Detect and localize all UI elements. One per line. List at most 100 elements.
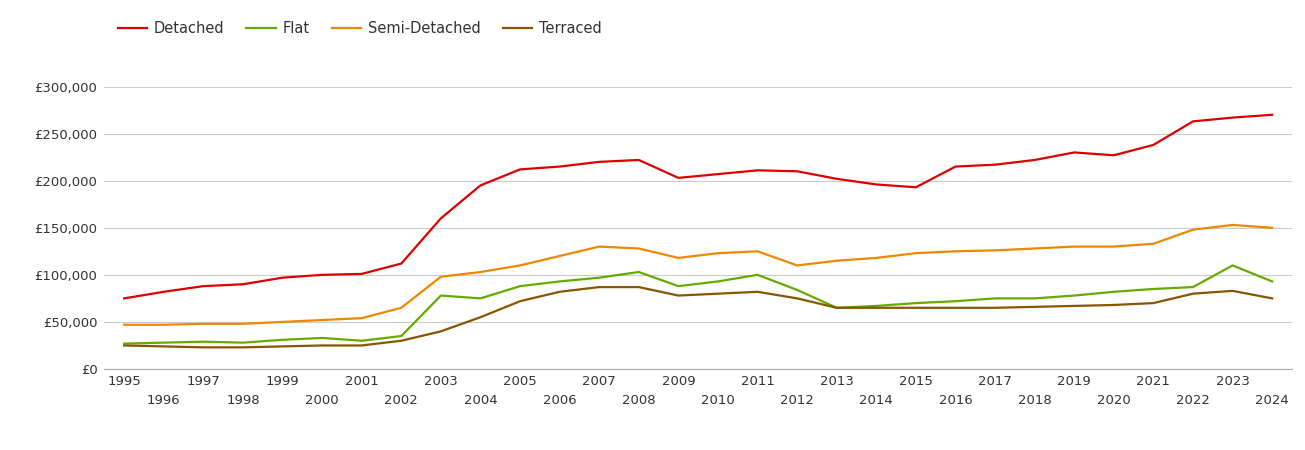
- Flat: [1185, 284, 1201, 290]
- Flat: [988, 296, 1004, 301]
- Line: Semi-Detached: Semi-Detached: [124, 225, 1272, 325]
- Terraced: [947, 305, 963, 310]
- Flat: [354, 338, 369, 343]
- Detached: [868, 182, 883, 187]
- Flat: [1105, 289, 1121, 294]
- Detached: [315, 272, 330, 278]
- Detached: [354, 271, 369, 277]
- Semi-Detached: [275, 319, 291, 324]
- Semi-Detached: [1185, 227, 1201, 232]
- Semi-Detached: [315, 317, 330, 323]
- Detached: [393, 261, 408, 266]
- Detached: [749, 168, 765, 173]
- Detached: [433, 216, 449, 221]
- Flat: [908, 301, 924, 306]
- Semi-Detached: [1265, 225, 1280, 230]
- Detached: [116, 296, 132, 301]
- Semi-Detached: [433, 274, 449, 279]
- Flat: [1265, 279, 1280, 284]
- Terraced: [1105, 302, 1121, 308]
- Detached: [829, 176, 844, 181]
- Terraced: [790, 296, 805, 301]
- Detached: [275, 275, 291, 280]
- Semi-Detached: [393, 305, 408, 310]
- Flat: [196, 339, 211, 344]
- Detached: [552, 164, 568, 169]
- Semi-Detached: [1224, 222, 1240, 228]
- Terraced: [512, 298, 527, 304]
- Terraced: [908, 305, 924, 310]
- Flat: [632, 269, 647, 274]
- Terraced: [433, 328, 449, 334]
- Flat: [512, 284, 527, 289]
- Flat: [315, 335, 330, 341]
- Flat: [790, 287, 805, 292]
- Terraced: [315, 343, 330, 348]
- Flat: [472, 296, 488, 301]
- Semi-Detached: [1027, 246, 1043, 251]
- Semi-Detached: [671, 255, 686, 261]
- Terraced: [1185, 291, 1201, 297]
- Semi-Detached: [868, 255, 883, 261]
- Line: Flat: Flat: [124, 266, 1272, 344]
- Detached: [947, 164, 963, 169]
- Semi-Detached: [710, 251, 726, 256]
- Terraced: [868, 305, 883, 310]
- Terraced: [1027, 304, 1043, 310]
- Detached: [196, 284, 211, 289]
- Detached: [1105, 153, 1121, 158]
- Flat: [116, 341, 132, 346]
- Flat: [1224, 263, 1240, 268]
- Detached: [155, 289, 171, 294]
- Terraced: [1066, 303, 1082, 309]
- Semi-Detached: [155, 322, 171, 328]
- Semi-Detached: [908, 251, 924, 256]
- Terraced: [1224, 288, 1240, 293]
- Terraced: [393, 338, 408, 343]
- Detached: [710, 171, 726, 177]
- Detached: [908, 184, 924, 190]
- Detached: [591, 159, 607, 165]
- Terraced: [591, 284, 607, 290]
- Line: Detached: Detached: [124, 115, 1272, 298]
- Flat: [155, 340, 171, 345]
- Semi-Detached: [472, 269, 488, 274]
- Terraced: [354, 343, 369, 348]
- Semi-Detached: [947, 248, 963, 254]
- Flat: [235, 340, 251, 345]
- Terraced: [710, 291, 726, 297]
- Terraced: [1146, 301, 1161, 306]
- Terraced: [155, 344, 171, 349]
- Semi-Detached: [235, 321, 251, 327]
- Flat: [1146, 286, 1161, 292]
- Flat: [868, 303, 883, 309]
- Flat: [552, 279, 568, 284]
- Flat: [433, 293, 449, 298]
- Flat: [829, 305, 844, 310]
- Terraced: [235, 345, 251, 350]
- Flat: [671, 284, 686, 289]
- Semi-Detached: [116, 322, 132, 328]
- Detached: [790, 169, 805, 174]
- Semi-Detached: [552, 253, 568, 259]
- Detached: [671, 175, 686, 180]
- Detached: [1224, 115, 1240, 120]
- Semi-Detached: [512, 263, 527, 268]
- Flat: [591, 275, 607, 280]
- Detached: [1185, 119, 1201, 124]
- Terraced: [552, 289, 568, 294]
- Flat: [275, 337, 291, 342]
- Detached: [472, 183, 488, 188]
- Line: Terraced: Terraced: [124, 287, 1272, 347]
- Terraced: [632, 284, 647, 290]
- Semi-Detached: [988, 248, 1004, 253]
- Semi-Detached: [354, 315, 369, 321]
- Flat: [1027, 296, 1043, 301]
- Terraced: [196, 345, 211, 350]
- Flat: [947, 298, 963, 304]
- Detached: [235, 282, 251, 287]
- Terraced: [749, 289, 765, 294]
- Detached: [1265, 112, 1280, 117]
- Terraced: [988, 305, 1004, 310]
- Semi-Detached: [1146, 241, 1161, 247]
